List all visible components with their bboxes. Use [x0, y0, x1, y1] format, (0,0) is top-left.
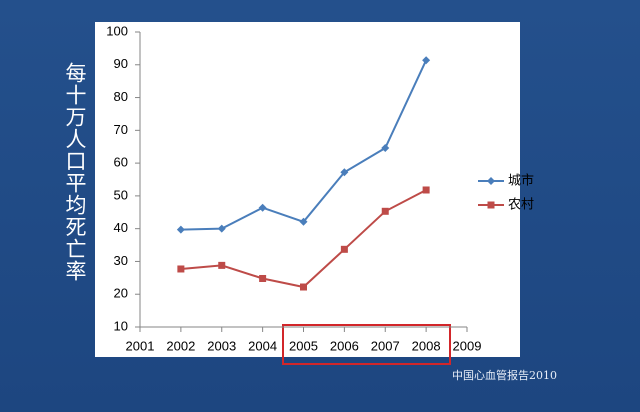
- legend-label: 城市: [508, 172, 534, 187]
- x-tick-label: 2008: [412, 338, 441, 353]
- data-point: [299, 217, 308, 226]
- y-tick-label: 40: [114, 220, 128, 235]
- data-point: [259, 274, 267, 282]
- x-tick-label: 2007: [371, 338, 400, 353]
- x-tick-label: 2001: [126, 338, 155, 353]
- highlight-box: [282, 324, 451, 365]
- y-tick-label: 60: [114, 155, 128, 170]
- y-tick-label: 80: [114, 89, 128, 104]
- legend-marker: [487, 177, 495, 185]
- y-tick-label: 30: [114, 253, 128, 268]
- data-point: [381, 207, 389, 215]
- legend-marker: [487, 201, 495, 209]
- y-tick-label: 70: [114, 122, 128, 137]
- x-tick-label: 2009: [453, 338, 482, 353]
- x-tick-label: 2002: [166, 338, 195, 353]
- y-axis-label: 每十万人口平均死亡率: [63, 62, 87, 282]
- data-point: [218, 261, 226, 269]
- y-tick-label: 20: [114, 286, 128, 301]
- x-tick-label: 2004: [248, 338, 277, 353]
- data-point: [422, 56, 431, 65]
- data-point: [422, 186, 430, 194]
- legend-label: 农村: [508, 196, 534, 211]
- y-tick-label: 10: [114, 318, 128, 333]
- y-tick-label: 90: [114, 56, 128, 71]
- data-point: [258, 203, 267, 212]
- data-point: [217, 224, 226, 233]
- data-point: [381, 144, 390, 153]
- x-tick-label: 2005: [289, 338, 318, 353]
- data-point: [340, 168, 349, 177]
- chart-area: [95, 22, 520, 357]
- data-point: [176, 225, 185, 234]
- y-tick-label: 100: [106, 23, 128, 38]
- x-tick-label: 2006: [330, 338, 359, 353]
- data-point: [177, 265, 185, 273]
- source-note: 中国心血管报告2010: [452, 369, 557, 382]
- data-point: [340, 245, 348, 253]
- x-tick-label: 2003: [207, 338, 236, 353]
- y-tick-label: 50: [114, 187, 128, 202]
- data-point: [300, 283, 307, 291]
